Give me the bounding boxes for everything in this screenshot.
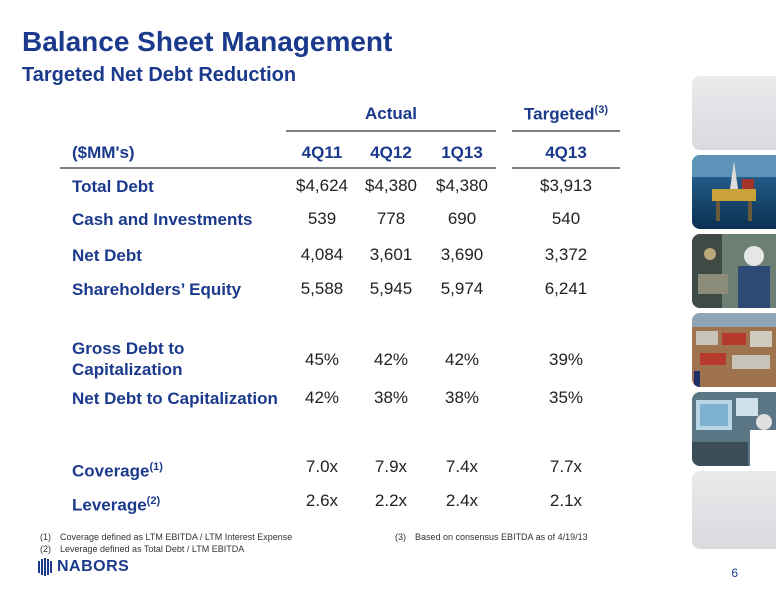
sidebar-blank-tile-bottom (692, 471, 776, 549)
table-cell: 45% (304, 350, 340, 369)
header-rule-right (512, 167, 620, 169)
footnote-1: (1) Coverage defined as LTM EBITDA / LTM … (40, 532, 293, 542)
page-title: Balance Sheet Management (22, 26, 393, 57)
table-cell: 540 (551, 209, 581, 228)
table-cell: $4,380 (365, 176, 417, 195)
table-cell: 7.0x (305, 457, 339, 476)
table-cell: 2.1x (549, 491, 583, 510)
table-cell: 5,588 (300, 279, 344, 298)
group-header-actual: Actual (365, 104, 417, 123)
row-label: Leverage(2) (72, 495, 161, 515)
table-cell: 7.4x (445, 457, 479, 476)
unit-label: ($MM's) (72, 143, 135, 162)
table-cell: 35% (548, 388, 584, 407)
table-cell: 6,241 (544, 279, 588, 298)
row-label: Total Debt (72, 177, 154, 196)
logo-text: NABORS (57, 558, 130, 575)
table-cell: 39% (548, 350, 584, 369)
offshore-rig-photo (692, 155, 776, 229)
sidebar-blank-tile (692, 76, 776, 150)
nabors-logo-icon (38, 558, 52, 576)
table-cell: 539 (307, 209, 337, 228)
table-cell: 3,601 (369, 245, 413, 264)
col-header-4q11: 4Q11 (301, 143, 343, 162)
row-label: Net Debt (72, 246, 142, 265)
group-header-targeted: Targeted(3) (524, 104, 608, 124)
table-cell: 3,690 (440, 245, 484, 264)
header-rule-left (60, 167, 496, 169)
table-cell: 7.9x (374, 457, 408, 476)
row-label: Cash and Investments (72, 210, 253, 229)
worker-photo (692, 234, 776, 308)
table-cell: $3,913 (540, 176, 592, 195)
table-cell: 5,945 (369, 279, 413, 298)
group-rule-targeted (512, 130, 620, 132)
table-cell: 3,372 (544, 245, 588, 264)
page-subtitle: Targeted Net Debt Reduction (22, 64, 297, 86)
table-cell: 5,974 (440, 279, 484, 298)
page-number: 6 (731, 566, 738, 580)
table-cell: 38% (373, 388, 409, 407)
table-cell: 42% (373, 350, 409, 369)
table-cell: 38% (444, 388, 480, 407)
footnote-3: (3) Based on consensus EBITDA as of 4/19/… (395, 532, 588, 542)
col-header-4q13: 4Q13 (545, 143, 587, 162)
table-cell: 2.4x (445, 491, 479, 510)
table-cell: 690 (447, 209, 477, 228)
table-cell: $4,380 (436, 176, 488, 195)
row-label: Net Debt to Capitalization (72, 389, 278, 408)
group-rule-actual (286, 130, 496, 132)
col-header-4q12: 4Q12 (370, 143, 412, 162)
table-cell: 42% (444, 350, 480, 369)
nabors-logo: NABORS (38, 558, 129, 576)
control-room-photo (692, 392, 776, 466)
row-label: Shareholders’ Equity (72, 280, 242, 299)
table-cell: $4,624 (296, 176, 348, 195)
table-cell: 2.2x (374, 491, 408, 510)
col-header-1q13: 1Q13 (441, 143, 483, 162)
table-cell: 2.6x (305, 491, 339, 510)
table-cell: 7.7x (549, 457, 583, 476)
footnote-2: (2) Leverage defined as Total Debt / LTM … (40, 544, 245, 554)
drilling-yard-photo (692, 313, 776, 387)
row-label: Coverage(1) (72, 461, 163, 481)
table-cell: 4,084 (300, 245, 344, 264)
row-label: Gross Debt to Capitalization (72, 339, 185, 379)
table-cell: 778 (376, 209, 406, 228)
table-cell: 42% (304, 388, 340, 407)
